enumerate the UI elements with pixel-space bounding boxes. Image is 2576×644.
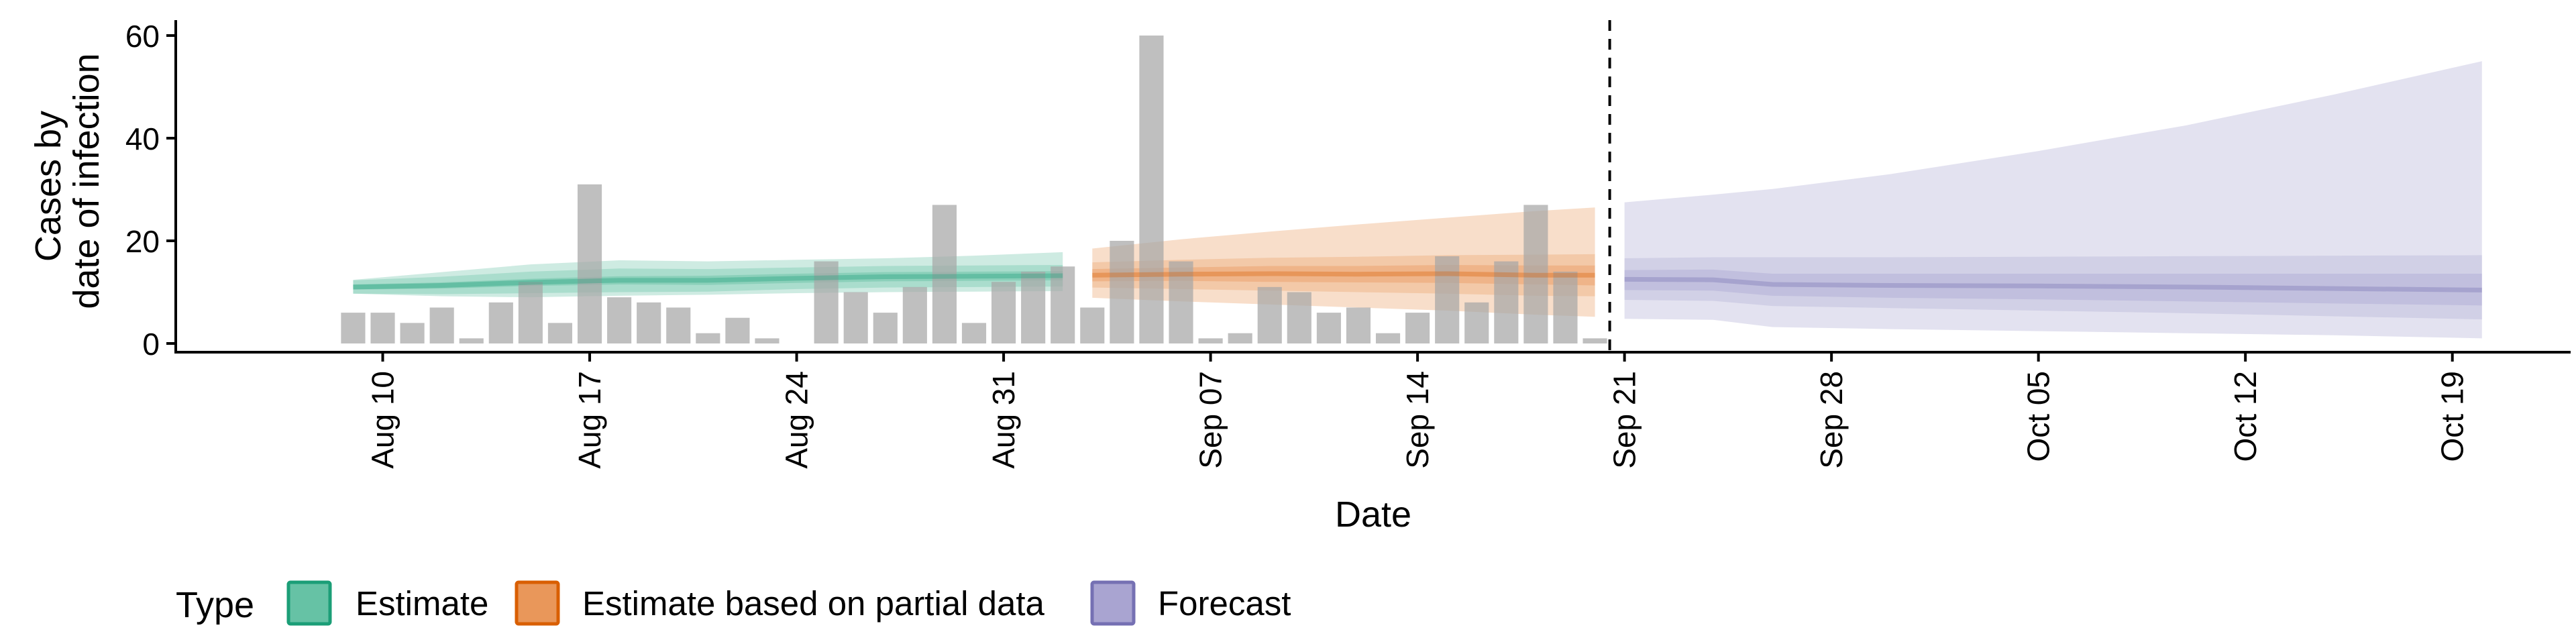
x-tick-label-1: Aug 17 xyxy=(572,371,607,469)
ribbon-90-series-1 xyxy=(1092,254,1595,297)
case-bar-32 xyxy=(1287,292,1311,343)
y-tick-label-40: 40 xyxy=(125,121,160,156)
legend-label-forecast: Forecast xyxy=(1158,584,1291,623)
ribbon-layer xyxy=(353,61,2482,339)
median-line-series-1 xyxy=(1092,271,1595,278)
case-bar-28 xyxy=(1169,261,1193,343)
legend-key-estimate xyxy=(286,580,332,626)
x-tick-label-0: Aug 10 xyxy=(366,371,400,469)
case-bar-3 xyxy=(429,307,454,343)
x-tick-label-10: Oct 19 xyxy=(2435,371,2470,462)
case-bar-11 xyxy=(666,307,691,343)
case-bar-37 xyxy=(1435,256,1460,343)
legend-entry-estimate: Estimate xyxy=(286,580,488,626)
x-tick-label-9: Oct 12 xyxy=(2228,371,2263,462)
x-tick-label-6: Sep 21 xyxy=(1607,371,1642,469)
ribbon-50-series-1 xyxy=(1092,264,1595,286)
ribbon-50-series-2 xyxy=(1624,269,2482,306)
case-bar-2 xyxy=(400,323,425,343)
y-tick-label-20: 20 xyxy=(125,224,160,259)
case-bar-17 xyxy=(843,292,868,343)
reported-cases-bars xyxy=(341,35,1607,343)
case-bar-18 xyxy=(873,313,898,343)
case-bar-33 xyxy=(1316,313,1341,343)
legend-entry-partial: Estimate based on partial data xyxy=(515,580,1045,626)
x-tick-label-7: Sep 28 xyxy=(1814,371,1849,469)
case-bar-1 xyxy=(370,313,395,343)
x-tick-label-5: Sep 14 xyxy=(1400,371,1435,469)
case-bar-4 xyxy=(459,338,484,343)
ribbon-90-series-2 xyxy=(1624,255,2482,320)
case-bar-12 xyxy=(696,333,720,343)
x-tick-label-3: Aug 31 xyxy=(986,371,1021,469)
case-bar-21 xyxy=(961,323,987,343)
x-tick-label-2: Aug 24 xyxy=(780,371,814,469)
median-line-series-2 xyxy=(1624,276,2482,292)
legend-entry-forecast: Forecast xyxy=(1090,580,1291,626)
legend-label-estimate: Estimate xyxy=(356,584,488,623)
median-line-series-0 xyxy=(353,273,1063,290)
legend-key-partial xyxy=(515,580,560,626)
case-bar-22 xyxy=(991,282,1016,343)
case-bar-20 xyxy=(932,205,957,343)
case-bar-29 xyxy=(1198,338,1223,343)
case-bar-8 xyxy=(577,184,602,343)
case-bar-36 xyxy=(1405,313,1430,343)
x-axis-title: Date xyxy=(1335,494,1411,535)
legend-key-forecast xyxy=(1090,580,1136,626)
case-bar-39 xyxy=(1494,261,1519,343)
case-bar-10 xyxy=(637,302,661,343)
case-bar-40 xyxy=(1523,205,1548,343)
case-bar-7 xyxy=(547,323,573,343)
case-bar-0 xyxy=(341,313,366,343)
case-bar-19 xyxy=(902,286,927,343)
y-axis-title: Cases by date of infection xyxy=(28,53,107,309)
x-tick-label-4: Sep 07 xyxy=(1193,371,1228,469)
legend: Type Estimate Estimate based on partial … xyxy=(176,580,1291,626)
case-bar-14 xyxy=(755,338,780,343)
case-bar-25 xyxy=(1080,307,1105,343)
axes: 0 20 40 60 Aug 10 Aug 17 Aug 24 Aug 31 Sep 07 Se… xyxy=(125,19,2571,469)
case-bar-24 xyxy=(1051,266,1075,343)
legend-label-partial: Estimate based on partial data xyxy=(582,584,1045,623)
y-tick-label-0: 0 xyxy=(142,327,160,362)
case-bar-30 xyxy=(1228,333,1252,343)
median-lines xyxy=(353,271,2482,292)
y-axis-title-line-1: Cases by xyxy=(28,111,68,262)
case-bar-35 xyxy=(1375,333,1401,343)
case-bar-26 xyxy=(1110,240,1134,343)
case-bar-6 xyxy=(518,282,543,343)
case-bar-13 xyxy=(725,317,750,343)
case-bar-42 xyxy=(1582,338,1607,343)
case-bar-5 xyxy=(488,302,513,343)
case-bar-38 xyxy=(1464,302,1489,343)
case-bar-9 xyxy=(607,297,632,343)
case-bar-34 xyxy=(1346,307,1371,343)
case-bar-27 xyxy=(1139,35,1164,343)
case-bar-23 xyxy=(1021,271,1046,343)
legend-title: Type xyxy=(176,585,254,625)
x-tick-label-8: Oct 05 xyxy=(2021,371,2056,462)
y-axis-title-line-2: date of infection xyxy=(66,53,107,309)
y-axis-ticks: 0 20 40 60 xyxy=(125,19,176,362)
ribbon-outer-series-1 xyxy=(1092,207,1595,317)
ribbon-outer-series-2 xyxy=(1624,61,2482,339)
y-tick-label-60: 60 xyxy=(125,19,160,54)
case-bar-16 xyxy=(814,261,839,343)
case-bar-41 xyxy=(1553,271,1578,343)
x-axis-ticks: Aug 10 Aug 17 Aug 24 Aug 31 Sep 07 Sep 14 Sep … xyxy=(366,352,2470,469)
case-bar-31 xyxy=(1257,286,1282,343)
